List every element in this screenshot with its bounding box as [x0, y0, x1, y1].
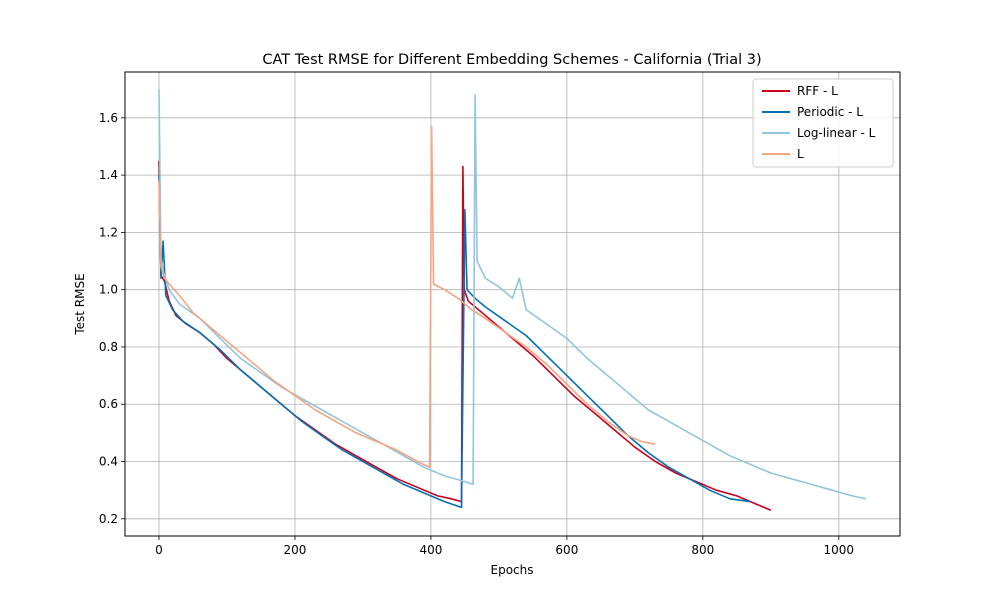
series-line-2: [158, 89, 867, 500]
y-tick-label: 1.0: [99, 283, 118, 297]
y-tick-label: 1.4: [99, 168, 118, 182]
x-tick-label: 1000: [824, 543, 855, 557]
legend-label: RFF - L: [797, 84, 838, 98]
axis-ticks: 0 200 400 600 800 1000 0.2 0.4 0.6 0.8 1.0 1.2 1.4 1.…: [99, 111, 854, 557]
x-tick-label: 600: [555, 543, 578, 557]
plot-frame: [124, 71, 901, 537]
y-axis-label: Test RMSE: [73, 273, 87, 335]
chart-title: CAT Test RMSE for Different Embedding Sc…: [262, 52, 761, 68]
x-tick-label: 400: [419, 543, 442, 557]
legend: RFF - L Periodic - L Log-linear - L L: [752, 78, 894, 168]
y-tick-label: 0.8: [99, 340, 118, 354]
x-tick-label: 0: [155, 543, 163, 557]
y-tick-label: 1.6: [99, 111, 118, 125]
y-tick-label: 0.6: [99, 397, 118, 411]
series-line-3: [158, 125, 656, 469]
series-lines: [158, 89, 867, 511]
x-tick-label: 800: [691, 543, 714, 557]
legend-label: Log-linear - L: [797, 126, 876, 140]
x-tick-label: 200: [284, 543, 307, 557]
y-tick-label: 1.2: [99, 225, 118, 239]
x-axis-label: Epochs: [491, 563, 534, 577]
legend-box: [752, 78, 894, 168]
y-tick-label: 0.2: [99, 512, 118, 526]
legend-label: L: [797, 147, 804, 161]
y-tick-label: 0.4: [99, 455, 118, 469]
legend-label: Periodic - L: [797, 105, 863, 119]
